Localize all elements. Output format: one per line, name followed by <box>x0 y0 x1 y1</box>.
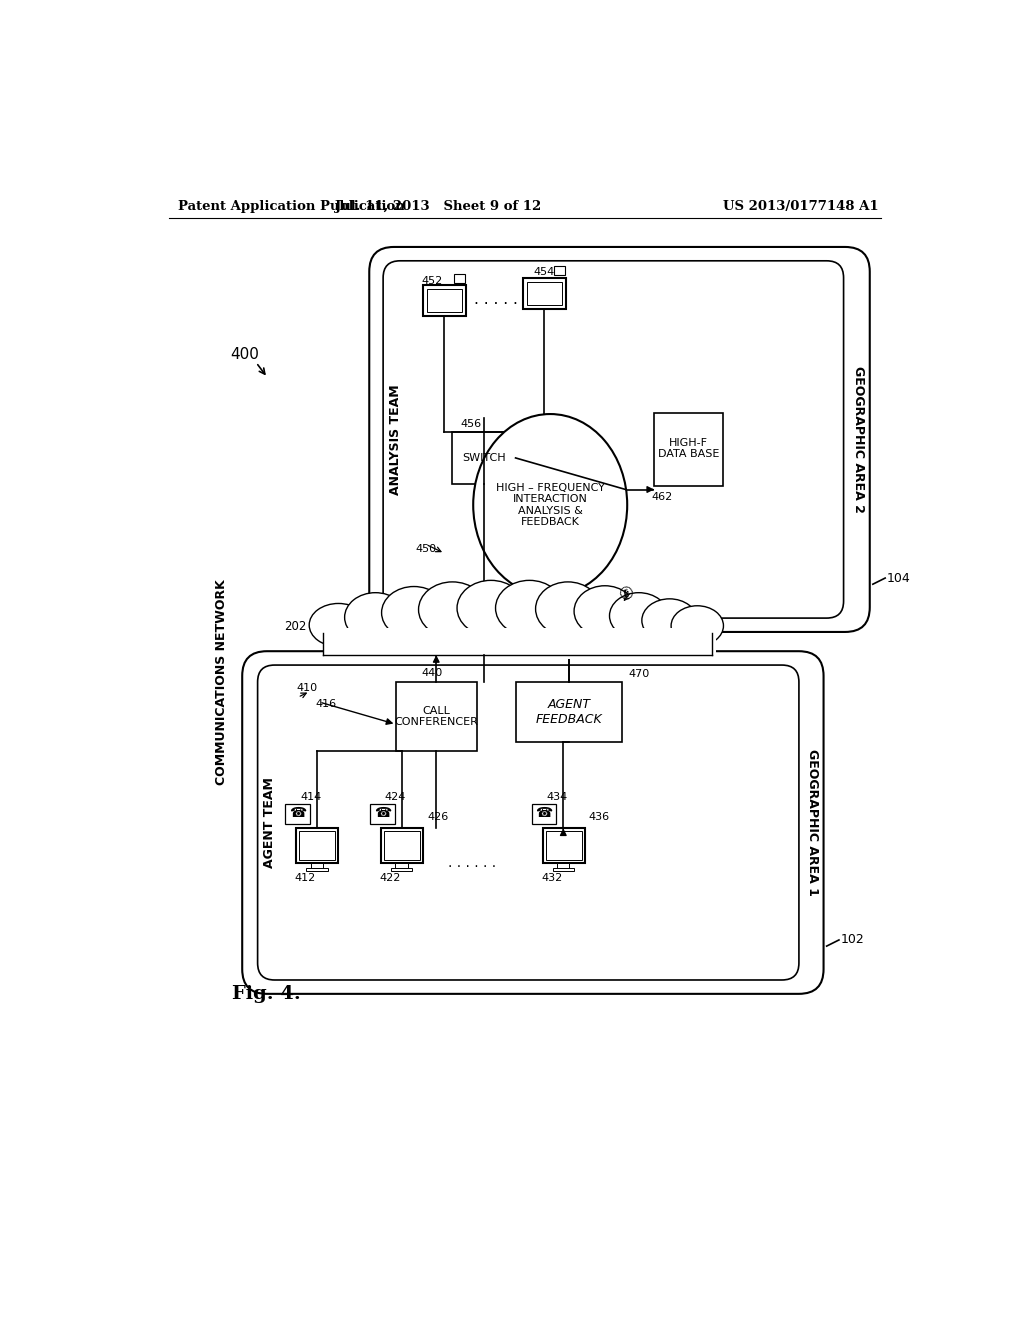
Text: COMMUNICATIONS NETWORK: COMMUNICATIONS NETWORK <box>215 579 228 785</box>
Bar <box>423 285 466 317</box>
Text: US 2013/0177148 A1: US 2013/0177148 A1 <box>723 199 879 213</box>
Ellipse shape <box>382 586 446 639</box>
Bar <box>323 628 716 659</box>
Text: SWITCH: SWITCH <box>462 453 506 463</box>
Text: 416: 416 <box>315 698 337 709</box>
Text: ☎: ☎ <box>536 807 553 820</box>
Ellipse shape <box>457 581 525 636</box>
Text: AGENT
FEEDBACK: AGENT FEEDBACK <box>536 698 602 726</box>
Text: 440: 440 <box>422 668 443 677</box>
Ellipse shape <box>536 582 600 636</box>
Text: 422: 422 <box>379 874 400 883</box>
Bar <box>427 289 462 313</box>
Text: 102: 102 <box>841 933 864 946</box>
Bar <box>306 867 328 871</box>
Bar <box>515 682 622 742</box>
Bar <box>523 277 565 309</box>
Text: Patent Application Publication: Patent Application Publication <box>178 199 406 213</box>
Text: ☎: ☎ <box>289 807 306 820</box>
Text: 426: 426 <box>427 812 449 822</box>
Bar <box>384 832 420 859</box>
Text: 104: 104 <box>887 572 910 585</box>
Bar <box>543 829 585 863</box>
FancyBboxPatch shape <box>370 247 869 632</box>
Text: 460: 460 <box>528 602 549 611</box>
Text: ✆: ✆ <box>616 582 638 605</box>
Text: 436: 436 <box>589 812 610 822</box>
Text: 470: 470 <box>628 669 649 680</box>
Ellipse shape <box>642 599 697 642</box>
Ellipse shape <box>345 593 407 642</box>
Text: 462: 462 <box>651 492 673 502</box>
Text: 454: 454 <box>534 267 555 277</box>
Bar <box>396 682 477 751</box>
Bar <box>310 863 323 867</box>
Text: . . . . . .: . . . . . . <box>447 855 496 870</box>
Text: ANALYSIS TEAM: ANALYSIS TEAM <box>389 384 402 495</box>
Text: 432: 432 <box>541 874 562 883</box>
Bar <box>370 804 394 824</box>
Text: 204: 204 <box>609 591 631 601</box>
Ellipse shape <box>473 414 628 595</box>
Text: 410: 410 <box>296 684 317 693</box>
FancyBboxPatch shape <box>383 261 844 618</box>
Bar <box>527 281 562 305</box>
Ellipse shape <box>309 603 368 647</box>
Text: GEOGRAPHIC AREA 1: GEOGRAPHIC AREA 1 <box>806 748 819 895</box>
Text: HIGH-F
DATA BASE: HIGH-F DATA BASE <box>658 438 720 459</box>
Ellipse shape <box>496 581 563 636</box>
Text: 424: 424 <box>385 792 407 803</box>
Bar <box>286 804 310 824</box>
Text: 452: 452 <box>422 276 442 286</box>
Bar <box>453 432 515 484</box>
Bar <box>554 267 565 276</box>
Ellipse shape <box>419 582 486 638</box>
Text: 412: 412 <box>295 874 315 883</box>
Text: 450: 450 <box>416 544 436 554</box>
Text: HIGH – FREQUENCY
INTERACTION
ANALYSIS &
FEEDBACK: HIGH – FREQUENCY INTERACTION ANALYSIS & … <box>496 483 604 527</box>
Bar <box>391 867 413 871</box>
Ellipse shape <box>574 586 636 636</box>
Bar <box>395 863 408 867</box>
Bar <box>654 413 724 486</box>
Text: 414: 414 <box>300 792 322 803</box>
Ellipse shape <box>671 606 724 645</box>
Bar <box>531 804 556 824</box>
Text: 434: 434 <box>547 792 567 803</box>
Bar <box>454 275 465 284</box>
Text: 400: 400 <box>230 347 259 362</box>
Bar <box>553 867 574 871</box>
Text: CALL
CONFERENCER: CALL CONFERENCER <box>394 706 478 727</box>
Bar <box>546 832 582 859</box>
FancyBboxPatch shape <box>243 651 823 994</box>
Text: 202: 202 <box>284 620 306 634</box>
Bar <box>381 829 423 863</box>
Text: . . . . .: . . . . . <box>474 292 518 306</box>
Text: AGENT TEAM: AGENT TEAM <box>263 776 276 867</box>
FancyBboxPatch shape <box>258 665 799 979</box>
Text: Fig. 4.: Fig. 4. <box>232 985 301 1003</box>
Text: 456: 456 <box>461 418 481 429</box>
Bar <box>299 832 336 859</box>
Bar <box>557 863 569 867</box>
Text: GEOGRAPHIC AREA 2: GEOGRAPHIC AREA 2 <box>852 366 865 513</box>
Text: Jul. 11, 2013   Sheet 9 of 12: Jul. 11, 2013 Sheet 9 of 12 <box>336 199 542 213</box>
Text: ☎: ☎ <box>374 807 391 820</box>
Bar <box>296 829 339 863</box>
Ellipse shape <box>609 593 668 639</box>
